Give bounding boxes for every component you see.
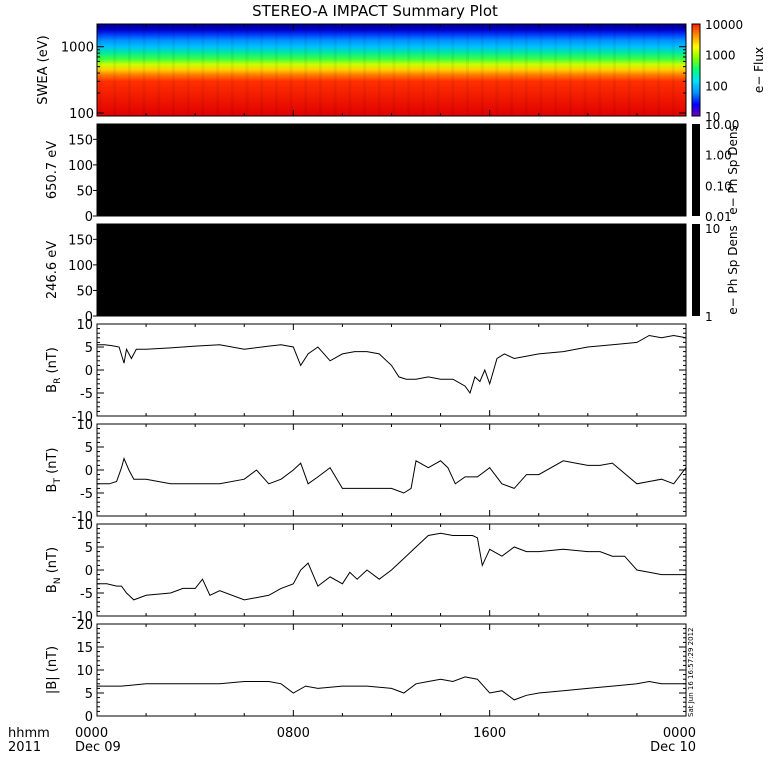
x-tick-label: 0000 <box>75 726 108 741</box>
colorbar-tick-label: 100 <box>705 79 728 93</box>
colorbar-fill <box>692 224 700 316</box>
swea-spectrogram <box>97 24 686 116</box>
y-tick-label: 150 <box>68 133 93 148</box>
colorbar-swea-fill <box>691 23 701 117</box>
x-date-label: Dec 09 <box>75 740 121 755</box>
pad-heatmap-pad650 <box>97 124 686 216</box>
y-tick-label: -10 <box>72 410 93 425</box>
y-tick-label: 50 <box>76 284 93 299</box>
y-tick-label: -10 <box>72 610 93 625</box>
series-line-bt <box>97 456 687 494</box>
y-tick-label: 0 <box>85 310 93 325</box>
colorbar-tick-label: 10000 <box>705 18 743 32</box>
colorbar-label: e− Ph Sp Dens <box>726 125 740 214</box>
y-tick-label: 0 <box>85 710 93 725</box>
y-tick-label: -5 <box>80 387 93 402</box>
y-tick-label: 5 <box>85 687 93 702</box>
series-line-bn <box>97 532 686 601</box>
y-tick-label: 5 <box>85 541 93 556</box>
x-tick-label: 1600 <box>473 726 506 741</box>
panel-swea: 100 1000 10 100 1000 10000 e− Flux SWEA (eV) <box>36 18 766 124</box>
y-tick-label: 150 <box>68 233 93 248</box>
colorbar-tick-label: 1000 <box>705 49 736 63</box>
y-tick-label: 0 <box>85 564 93 579</box>
y-axis-label: 246.6 eV <box>45 241 60 299</box>
colorbar-fill <box>692 124 700 216</box>
plot-title: STEREO-A IMPACT Summary Plot <box>252 2 498 20</box>
panel-frame <box>96 423 687 517</box>
panel-bn: -10 -5 0 5 10 BN (nT) <box>45 518 687 625</box>
panel-bmag: 0 5 10 15 20 |B| (nT) <box>45 618 687 725</box>
panel-frame <box>96 123 687 217</box>
y-tick-label: 100 <box>68 159 93 174</box>
y-axis-label-sub: N <box>53 577 63 584</box>
y-axis-label-main: B <box>45 384 60 393</box>
y-axis-label-unit: (nT) <box>45 448 60 478</box>
y-tick-label: 10 <box>76 418 93 433</box>
y-tick-label: 10 <box>76 318 93 333</box>
panel-bt: -10 -5 0 5 10 BT (nT) <box>45 418 687 525</box>
y-axis-label-main: B <box>45 484 60 493</box>
y-tick-label: 15 <box>76 641 93 656</box>
y-axis-label: BN (nT) <box>45 547 63 593</box>
y-axis-label-main: B <box>45 584 60 593</box>
y-axis-label: SWEA (eV) <box>36 35 51 104</box>
pad-heatmap-pad246 <box>97 224 686 316</box>
y-tick-label: 0 <box>85 464 93 479</box>
y-tick-label: 0 <box>85 210 93 225</box>
plot-timestamp: Sat Jun 16 16:57:29 2012 <box>687 628 695 717</box>
colorbar-tick-label: 1 <box>705 310 713 324</box>
y-axis-label-sub: R <box>53 378 63 384</box>
y-tick-label: -5 <box>80 487 93 502</box>
y-axis-label: |B| (nT) <box>45 646 60 694</box>
x-tick-label: 0000 <box>663 726 696 741</box>
y-tick-label: 100 <box>68 259 93 274</box>
panel-frame <box>96 623 687 717</box>
y-tick-label: 0 <box>85 364 93 379</box>
y-tick-label: -5 <box>80 587 93 602</box>
y-tick-label: -10 <box>72 510 93 525</box>
colorbar-swea: 10 100 1000 10000 e− Flux <box>691 18 766 124</box>
colorbar-tick-label: 1.00 <box>705 149 732 163</box>
y-tick-label: 10 <box>76 518 93 533</box>
y-axis-label: 650.7 eV <box>45 141 60 199</box>
colorbar-tick-label: 0.01 <box>705 210 732 224</box>
panel-br: -10 -5 0 5 10 BR (nT) <box>45 318 687 425</box>
y-tick-label: 5 <box>85 441 93 456</box>
panel-frame <box>96 323 687 417</box>
y-axis-label: BR (nT) <box>45 347 63 393</box>
y-axis-label-sub: T <box>53 478 63 485</box>
x-tick-label: 0800 <box>277 726 310 741</box>
y-tick-label: 50 <box>76 184 93 199</box>
colorbar-tick-label: 0.10 <box>705 179 732 193</box>
colorbar-pad650: 0.01 0.10 1.00 10.00e− Ph Sp Dens <box>692 118 740 224</box>
series-line-bmag <box>97 676 686 701</box>
colorbar-tick-label: 10 <box>705 110 720 124</box>
y-axis-label: BT (nT) <box>45 448 63 493</box>
colorbar-tick-label: 10 <box>705 222 720 236</box>
colorbar-tick-label: 10.00 <box>705 118 739 132</box>
x-date-label: Dec 10 <box>650 740 696 755</box>
y-axis-label-unit: (nT) <box>45 547 60 577</box>
y-tick-label: 1000 <box>61 41 94 56</box>
y-tick-label: 20 <box>76 618 93 633</box>
colorbar-label: e− Flux <box>752 47 766 93</box>
series-line-br <box>97 334 687 395</box>
y-tick-label: 10 <box>76 664 93 679</box>
bottom-left-year: 2011 <box>8 740 41 755</box>
y-tick-label: 5 <box>85 341 93 356</box>
panel-frame <box>96 223 687 317</box>
colorbar-pad246: 1 10 e− Ph Sp Dens <box>692 222 740 324</box>
bottom-left-hhmm: hhmm <box>8 726 50 741</box>
colorbar-label: e− Ph Sp Dens <box>726 225 740 314</box>
y-tick-label: 100 <box>69 107 94 122</box>
panel-pad650: 0 50 100 150 0.01 0.10 1.00 10.00e− Ph Sp Dens 6… <box>45 118 740 225</box>
y-axis-label-unit: (nT) <box>45 347 60 377</box>
panel-pad246: 0 50 100 150 1 10 e− Ph Sp Dens 246.6 eV <box>45 222 740 325</box>
